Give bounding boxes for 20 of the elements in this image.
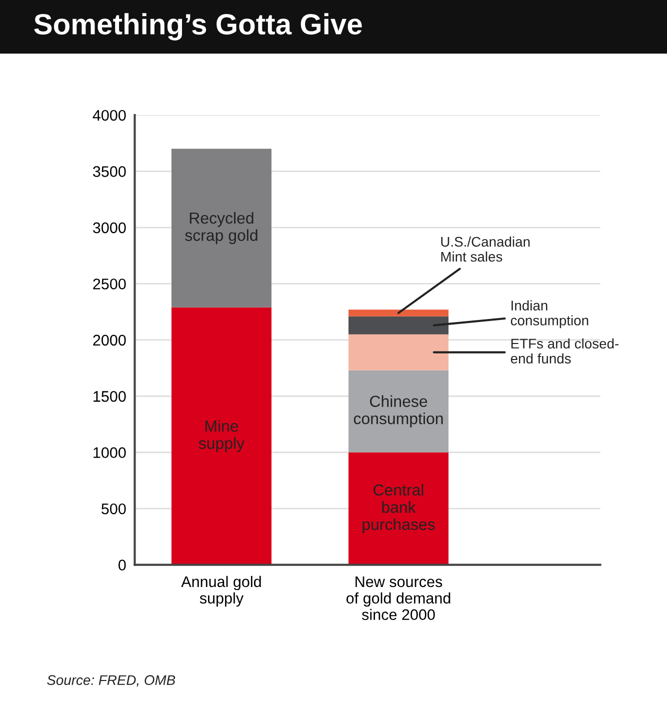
series-label: Recycled scrap gold (185, 212, 258, 244)
source-note: Source: FRED, OMB (47, 675, 176, 687)
series-label: Central bank purchases (362, 484, 435, 534)
y-tick-label: 0 (118, 560, 126, 570)
y-tick-label: 3500 (93, 166, 126, 177)
y-tick-label: 2500 (93, 278, 126, 290)
x-tick-label: Annual gold supply (181, 576, 261, 607)
text: Indian consumption (510, 300, 588, 328)
y-tick-label: 4000 (92, 110, 126, 121)
text: ETFs and closed- end funds (510, 338, 619, 364)
y-tick-label: 500 (102, 503, 126, 514)
y-tick-label: 1000 (94, 447, 126, 458)
chart-title: Something’s Gotta Give (34, 13, 362, 40)
y-tick-label: 1500 (94, 391, 126, 402)
text: U.S./Canadian Mint sales (441, 236, 530, 262)
y-tick-label: 3000 (93, 222, 126, 234)
y-tick-label: 2000 (93, 334, 126, 346)
x-tick-label: New sources of gold demand since 2000 (346, 576, 450, 620)
series-label: Chinese consumption (354, 395, 443, 428)
series-label: Mine supply (198, 420, 245, 452)
